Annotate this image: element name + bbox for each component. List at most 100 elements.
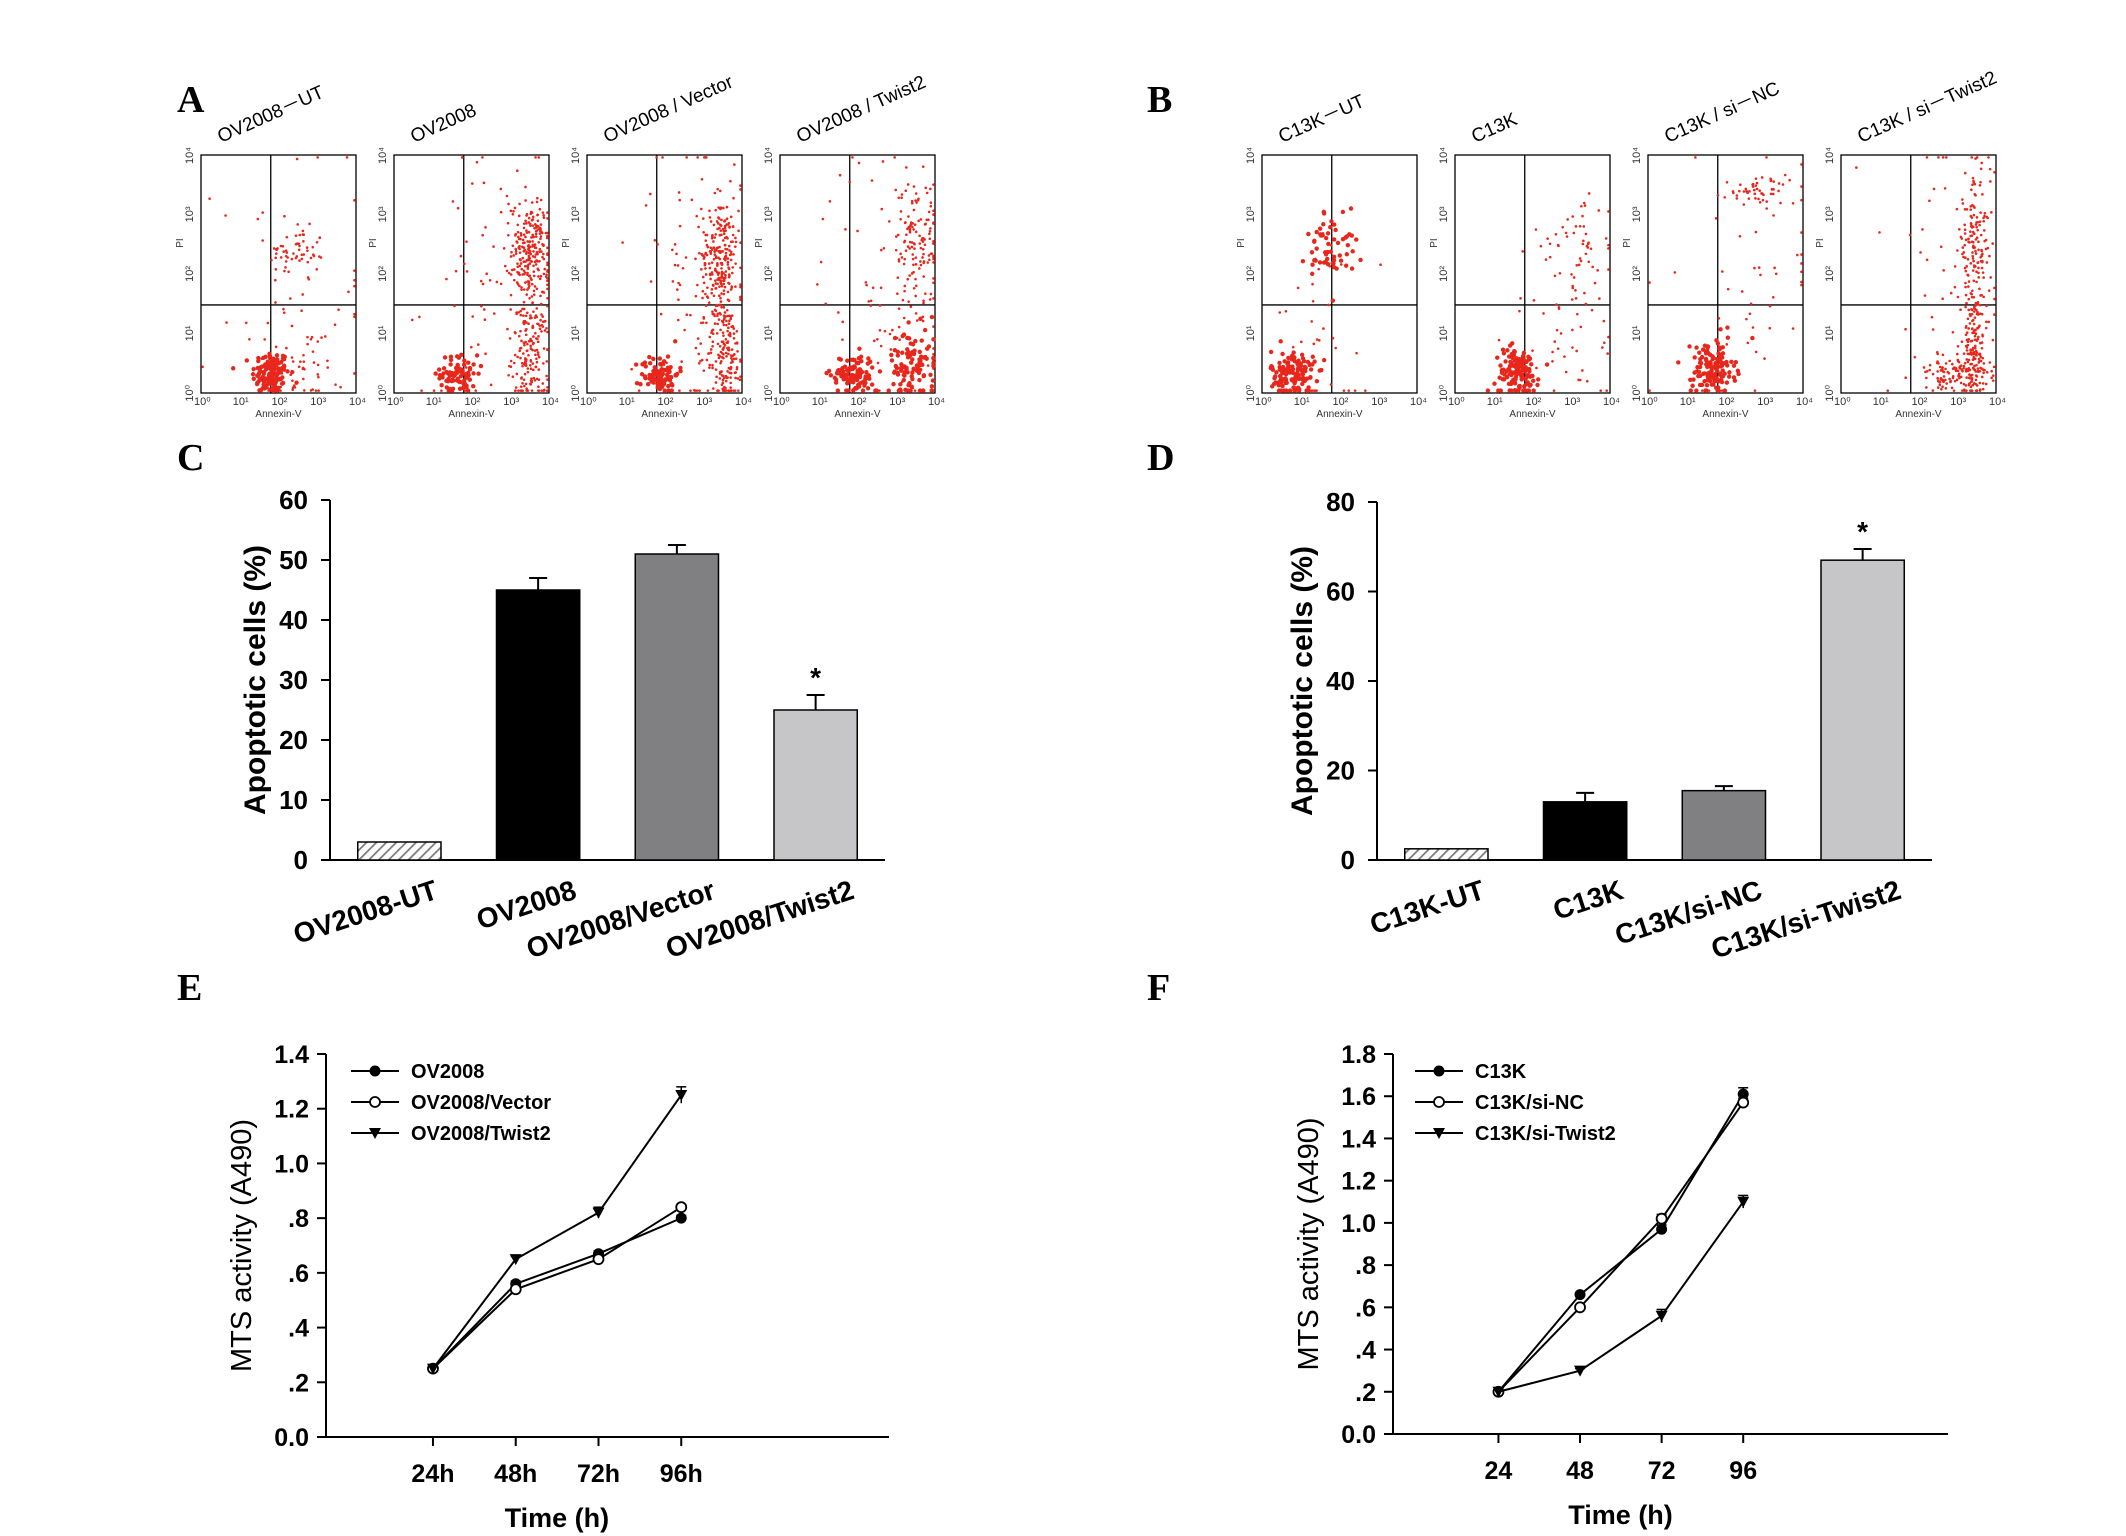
event-dot [1518,359,1524,364]
event-dot [283,214,286,218]
y-axis-label: PI [1815,238,1826,247]
y-tick-label: 10¹ [763,325,775,341]
event-dot [727,273,731,276]
event-dot [520,376,524,379]
event-dot [461,156,464,159]
event-dot [878,328,882,332]
event-dot [1949,291,1953,295]
event-dot [714,287,718,290]
event-dot [716,342,720,346]
event-dot [889,348,893,351]
event-dot [454,378,460,383]
event-dot [1338,258,1344,263]
event-dot [537,378,541,381]
event-dot [1548,242,1552,246]
event-dot [899,362,904,367]
event-dot [1769,179,1773,183]
event-dot [716,312,720,316]
event-dot [676,264,680,267]
x-axis-label: Annexin-V [1509,409,1555,420]
event-dot [1980,249,1984,253]
event-dot [724,256,728,260]
event-dot [537,334,540,338]
event-dot [1765,200,1769,203]
event-dot [919,260,922,263]
event-dot [711,283,715,287]
event-dot [1959,364,1963,367]
event-dot [883,329,887,333]
event-dot [1606,352,1609,355]
event-dot [1590,308,1594,312]
event-dot [705,233,709,237]
event-dot [902,316,906,320]
event-dot [524,362,528,365]
event-dot [1976,261,1980,265]
event-dot [530,389,534,392]
event-dot [1958,227,1961,231]
event-dot [517,246,521,249]
y-tick-label: 10⁰ [184,384,196,401]
event-dot [833,377,839,382]
event-dot [925,191,929,195]
x-tick-label: 72h [577,1460,620,1488]
event-dot [848,374,853,379]
event-dot [525,321,528,324]
event-dot [929,384,935,389]
event-dot [480,304,483,308]
event-dot [1495,355,1500,360]
event-dot [716,273,720,276]
y-axis-label: PI [1429,238,1440,247]
event-dot [533,260,537,264]
event-dot [1745,317,1748,321]
event-dot [519,385,523,388]
event-dot [1333,227,1338,233]
event-dot [913,389,917,392]
event-dot [1589,247,1593,251]
event-dot [919,246,923,250]
event-dot [1519,297,1522,300]
event-dot [929,204,933,208]
x-tick-label: 10⁰ [1255,396,1272,408]
event-dot [711,273,714,276]
event-dot [729,376,732,379]
event-dot [696,283,699,287]
event-dot [1544,258,1548,261]
event-dot [1972,181,1975,184]
event-dot [1976,300,1980,304]
event-dot [739,298,742,302]
event-dot [275,377,280,382]
event-dot [1345,242,1351,248]
event-dot [1716,378,1722,384]
event-dot [722,305,726,309]
event-dot [1289,377,1294,382]
event-dot [1735,194,1739,197]
event-dot [1966,317,1970,321]
event-dot [1969,389,1972,392]
event-dot [300,309,303,313]
event-dot [928,298,932,301]
event-dot [543,267,547,271]
event-dot [533,222,537,226]
event-dot [224,214,227,217]
event-dot [1978,220,1982,223]
event-dot [1974,328,1977,332]
series-OV2008/Twist2 [426,1086,688,1375]
event-dot [1976,228,1980,232]
event-dot [720,383,724,387]
event-dot [900,256,904,259]
flow-plot-title: OV2008 / Vector [600,71,737,147]
event-dot [1530,373,1535,379]
event-dot [518,349,522,353]
event-dot [1974,370,1978,373]
event-dot [534,314,538,317]
event-dot [896,276,900,279]
event-dot [1706,348,1710,351]
event-dot [1301,377,1307,382]
event-dot [897,307,901,310]
x-tick-label: 10³ [1371,396,1387,408]
event-dot [918,367,923,372]
event-dot [722,314,726,317]
event-dot [906,183,910,186]
y-tick-label: 1.2 [1341,1168,1376,1196]
event-dot [1575,264,1579,267]
